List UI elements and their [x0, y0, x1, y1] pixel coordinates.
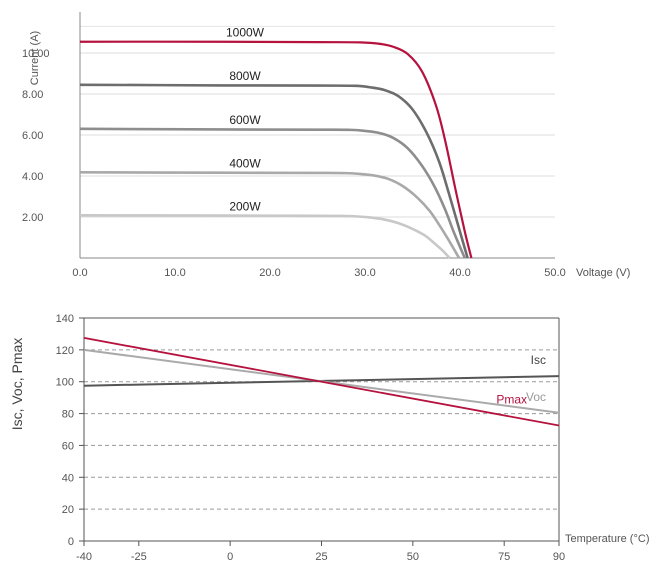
x-tick-label: 0.0 — [72, 267, 87, 279]
y-tick-label: 120 — [56, 345, 74, 357]
x-tick-label: 50.0 — [544, 267, 565, 279]
x-tick-label: 10.0 — [164, 267, 185, 279]
y-tick-label: 140 — [56, 313, 74, 325]
series-label-voc: Voc — [526, 390, 546, 404]
x-tick-label: 90 — [553, 551, 565, 563]
temperature-chart: 0 20 40 60 80 100 120 140 -40 -25 0 25 50 75 90Tempera… — [9, 313, 649, 563]
x-tick-label: 30.0 — [354, 267, 375, 279]
x-tick-label: 50 — [407, 551, 419, 563]
series-label-800w: 800W — [229, 69, 261, 83]
x-tick-label: 75 — [498, 551, 510, 563]
x-tick-label: -40 — [76, 551, 92, 563]
series-line-pmax — [83, 337, 560, 427]
series-label-200w: 200W — [229, 199, 261, 213]
y-tick-label: 2.00 — [22, 212, 43, 224]
y-tick-label: 40 — [62, 472, 74, 484]
x-axis-label: Voltage (V) — [576, 267, 630, 279]
series-label-600w: 600W — [229, 113, 261, 127]
iv-curve-chart: 2.00 4.00 6.00 8.00 10.00 0.0 10.0 20.0 30.0 40.0… — [22, 12, 630, 279]
y-tick-label: 60 — [62, 440, 74, 452]
y-tick-label: 0 — [68, 536, 74, 548]
y-tick-label: 100 — [56, 377, 74, 389]
y-axis-label: Isc, Voc, Pmax — [9, 338, 25, 431]
x-tick-label: -25 — [131, 551, 147, 563]
x-axis-label: Temperature (°C) — [565, 533, 649, 545]
y-tick-label: 6.00 — [22, 130, 43, 142]
y-tick-label: 20 — [62, 504, 74, 516]
y-tick-label: 8.00 — [22, 89, 43, 101]
y-tick-label: 4.00 — [22, 171, 43, 183]
series-label-1000w: 1000W — [226, 26, 265, 40]
series-line-200w — [79, 214, 451, 259]
series-line-400w — [79, 171, 461, 259]
x-tick-label: 40.0 — [449, 267, 470, 279]
y-tick-label: 80 — [62, 409, 74, 421]
series-label-400w: 400W — [229, 156, 261, 170]
series-line-800w — [79, 83, 469, 259]
x-tick-label: 25 — [315, 551, 327, 563]
y-axis-label: Current (A) — [29, 31, 41, 85]
series-line-600w — [79, 127, 466, 259]
series-label-pmax: Pmax — [496, 393, 527, 407]
x-tick-label: 20.0 — [259, 267, 280, 279]
series-label-isc: Isc — [531, 353, 546, 367]
series-line-1000w — [79, 40, 473, 259]
y-tick-label: 10.00 — [22, 48, 50, 60]
x-tick-label: 0 — [227, 551, 233, 563]
